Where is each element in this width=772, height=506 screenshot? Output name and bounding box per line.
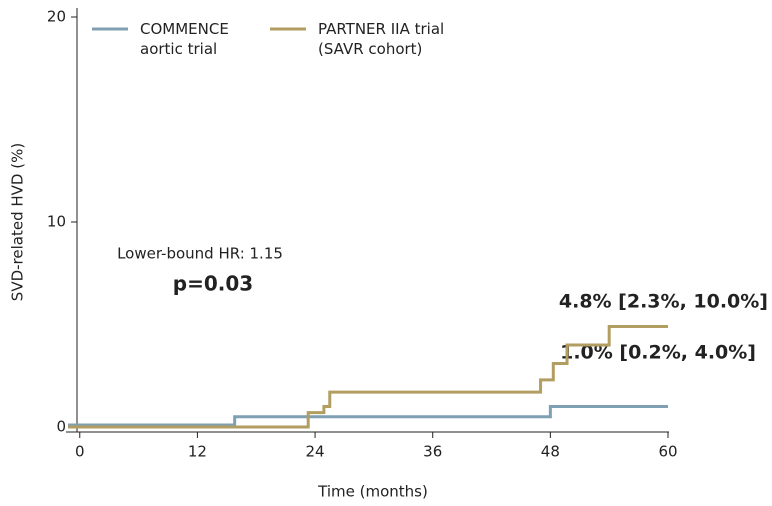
series-line	[68, 325, 668, 429]
legend-label: COMMENCE aortic trial	[140, 20, 229, 58]
legend-label-line: (SAVR cohort)	[318, 40, 422, 58]
legend-label-line: aortic trial	[140, 40, 217, 58]
legend-label: PARTNER IIA trial (SAVR cohort)	[318, 20, 444, 58]
x-axis-title: Time (months)	[317, 483, 428, 501]
series-line	[68, 405, 668, 427]
y-tick-label: 20	[47, 8, 66, 26]
y-tick-label: 0	[56, 418, 66, 436]
annotation: Lower-bound HR: 1.15	[117, 245, 283, 263]
legend-label-line: COMMENCE	[140, 20, 229, 38]
x-tick-label: 24	[306, 443, 325, 461]
annotation: p=0.03	[173, 272, 253, 296]
x-tick-label: 60	[658, 443, 677, 461]
x-tick-label: 48	[541, 443, 560, 461]
x-tick-label: 12	[188, 443, 207, 461]
y-tick-label: 10	[47, 213, 66, 231]
x-tick-label: 36	[423, 443, 442, 461]
x-tick-label: 0	[75, 443, 85, 461]
annotation: 4.8% [2.3%, 10.0%]	[559, 291, 768, 313]
legend-label-line: PARTNER IIA trial	[318, 20, 444, 38]
annotation: 1.0% [0.2%, 4.0%]	[560, 342, 756, 364]
y-axis-title: SVD-related HVD (%)	[9, 143, 27, 301]
